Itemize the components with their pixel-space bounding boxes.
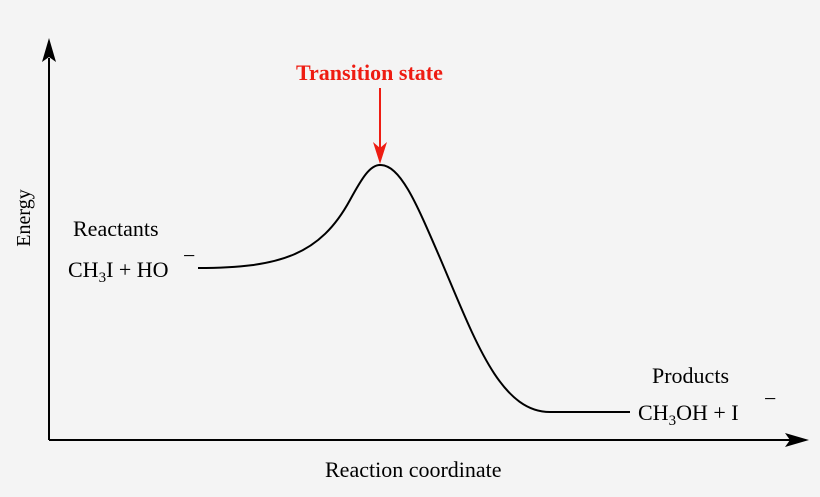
reactants-formula-part1: CH [68, 257, 99, 282]
transition-state-label: Transition state [296, 60, 443, 85]
y-axis-arrowhead [42, 38, 56, 62]
reactants-heading: Reactants [73, 216, 159, 241]
x-axis-arrowhead [785, 433, 809, 447]
energy-curve [197, 163, 630, 413]
products-heading: Products [652, 363, 729, 388]
reactants-charge: − [183, 243, 196, 268]
y-axis-label: Energy [13, 189, 35, 247]
x-axis-label: Reaction coordinate [325, 457, 502, 482]
products-charge: − [764, 386, 777, 411]
transition-state-arrowhead [373, 142, 387, 164]
products-formula: CH3OH + I [638, 400, 739, 429]
reactants-formula-subscript: 3 [98, 270, 107, 286]
reactants-formula-part2: I + HO [106, 257, 169, 282]
products-formula-part1: CH [638, 400, 669, 425]
products-formula-subscript: 3 [668, 413, 677, 429]
reactants-formula: CH3I + HO [68, 257, 169, 286]
products-formula-part2: OH + I [676, 400, 739, 425]
